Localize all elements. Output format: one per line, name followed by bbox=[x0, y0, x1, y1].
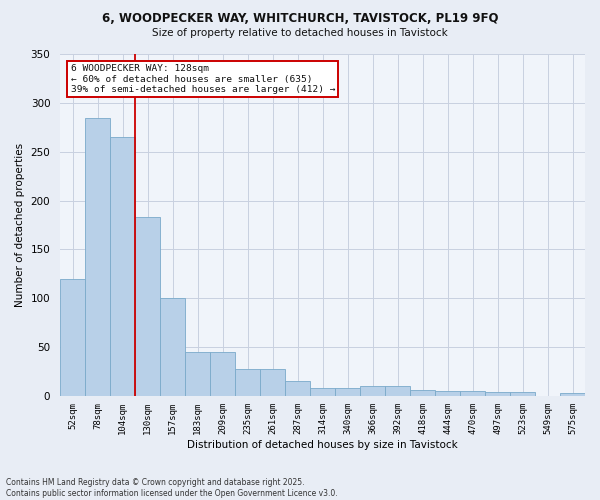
Bar bbox=[210, 352, 235, 396]
Bar bbox=[85, 118, 110, 396]
Bar bbox=[360, 386, 385, 396]
Bar bbox=[135, 217, 160, 396]
Bar bbox=[385, 386, 410, 396]
Bar bbox=[160, 298, 185, 396]
Bar bbox=[285, 382, 310, 396]
Bar bbox=[510, 392, 535, 396]
Bar bbox=[260, 368, 285, 396]
Text: Size of property relative to detached houses in Tavistock: Size of property relative to detached ho… bbox=[152, 28, 448, 38]
Bar bbox=[60, 278, 85, 396]
Bar bbox=[235, 368, 260, 396]
Bar bbox=[310, 388, 335, 396]
X-axis label: Distribution of detached houses by size in Tavistock: Distribution of detached houses by size … bbox=[187, 440, 458, 450]
Text: 6 WOODPECKER WAY: 128sqm
← 60% of detached houses are smaller (635)
39% of semi-: 6 WOODPECKER WAY: 128sqm ← 60% of detach… bbox=[71, 64, 335, 94]
Text: 6, WOODPECKER WAY, WHITCHURCH, TAVISTOCK, PL19 9FQ: 6, WOODPECKER WAY, WHITCHURCH, TAVISTOCK… bbox=[102, 12, 498, 26]
Bar bbox=[460, 391, 485, 396]
Bar bbox=[435, 391, 460, 396]
Bar bbox=[110, 137, 135, 396]
Text: Contains HM Land Registry data © Crown copyright and database right 2025.
Contai: Contains HM Land Registry data © Crown c… bbox=[6, 478, 338, 498]
Bar bbox=[560, 393, 585, 396]
Bar bbox=[335, 388, 360, 396]
Y-axis label: Number of detached properties: Number of detached properties bbox=[15, 143, 25, 307]
Bar bbox=[410, 390, 435, 396]
Bar bbox=[485, 392, 510, 396]
Bar bbox=[185, 352, 210, 396]
